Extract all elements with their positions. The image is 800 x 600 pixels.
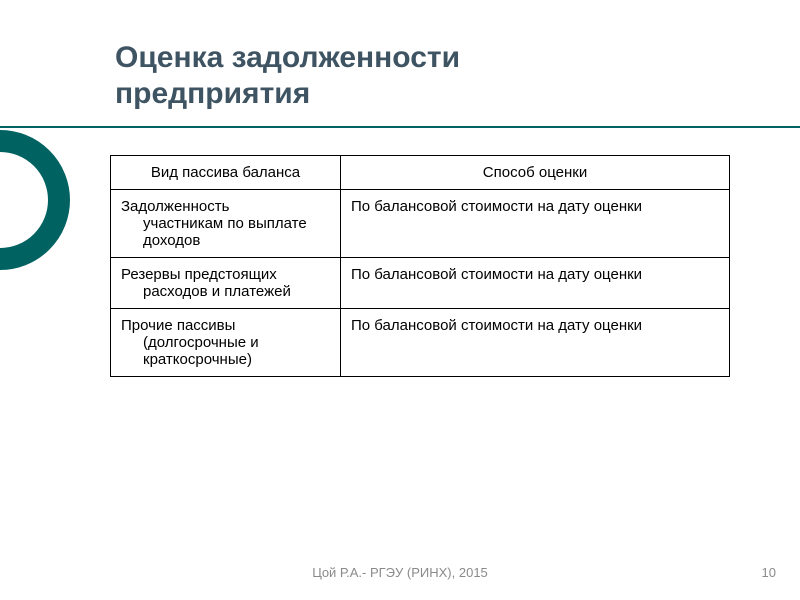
slide: Оценка задолженности предприятия Вид пас… [0,0,800,600]
cell-text: расходов и платежей [121,283,330,300]
slide-title: Оценка задолженности предприятия [115,40,460,112]
title-underline [0,126,800,128]
cell-text: участникам по выплате доходов [121,215,330,249]
circle-decoration [0,130,70,270]
title-line-2: предприятия [115,77,310,110]
table-cell: Прочие пассивы (долгосрочные и краткосро… [111,309,341,377]
footer-text: Цой Р.А.- РГЭУ (РИНХ), 2015 [0,565,800,580]
cell-text: Прочие пассивы [121,317,235,334]
table-row: Задолженность участникам по выплате дохо… [111,190,730,258]
table-header-col1: Вид пассива баланса [111,156,341,190]
table-header-row: Вид пассива баланса Способ оценки [111,156,730,190]
cell-text: Резервы предстоящих [121,266,277,283]
cell-text: Задолженность [121,198,229,215]
liabilities-table: Вид пассива баланса Способ оценки Задолж… [110,155,730,377]
table-cell: По балансовой стоимости на дату оценки [341,190,730,258]
table-cell: Резервы предстоящих расходов и платежей [111,258,341,309]
table-cell: Задолженность участникам по выплате дохо… [111,190,341,258]
table-row: Прочие пассивы (долгосрочные и краткосро… [111,309,730,377]
table-cell: По балансовой стоимости на дату оценки [341,258,730,309]
page-number: 10 [762,565,776,580]
cell-text: (долгосрочные и краткосрочные) [121,334,330,368]
table-header-col2: Способ оценки [341,156,730,190]
table-cell: По балансовой стоимости на дату оценки [341,309,730,377]
table-row: Резервы предстоящих расходов и платежей … [111,258,730,309]
title-line-1: Оценка задолженности [115,41,460,74]
